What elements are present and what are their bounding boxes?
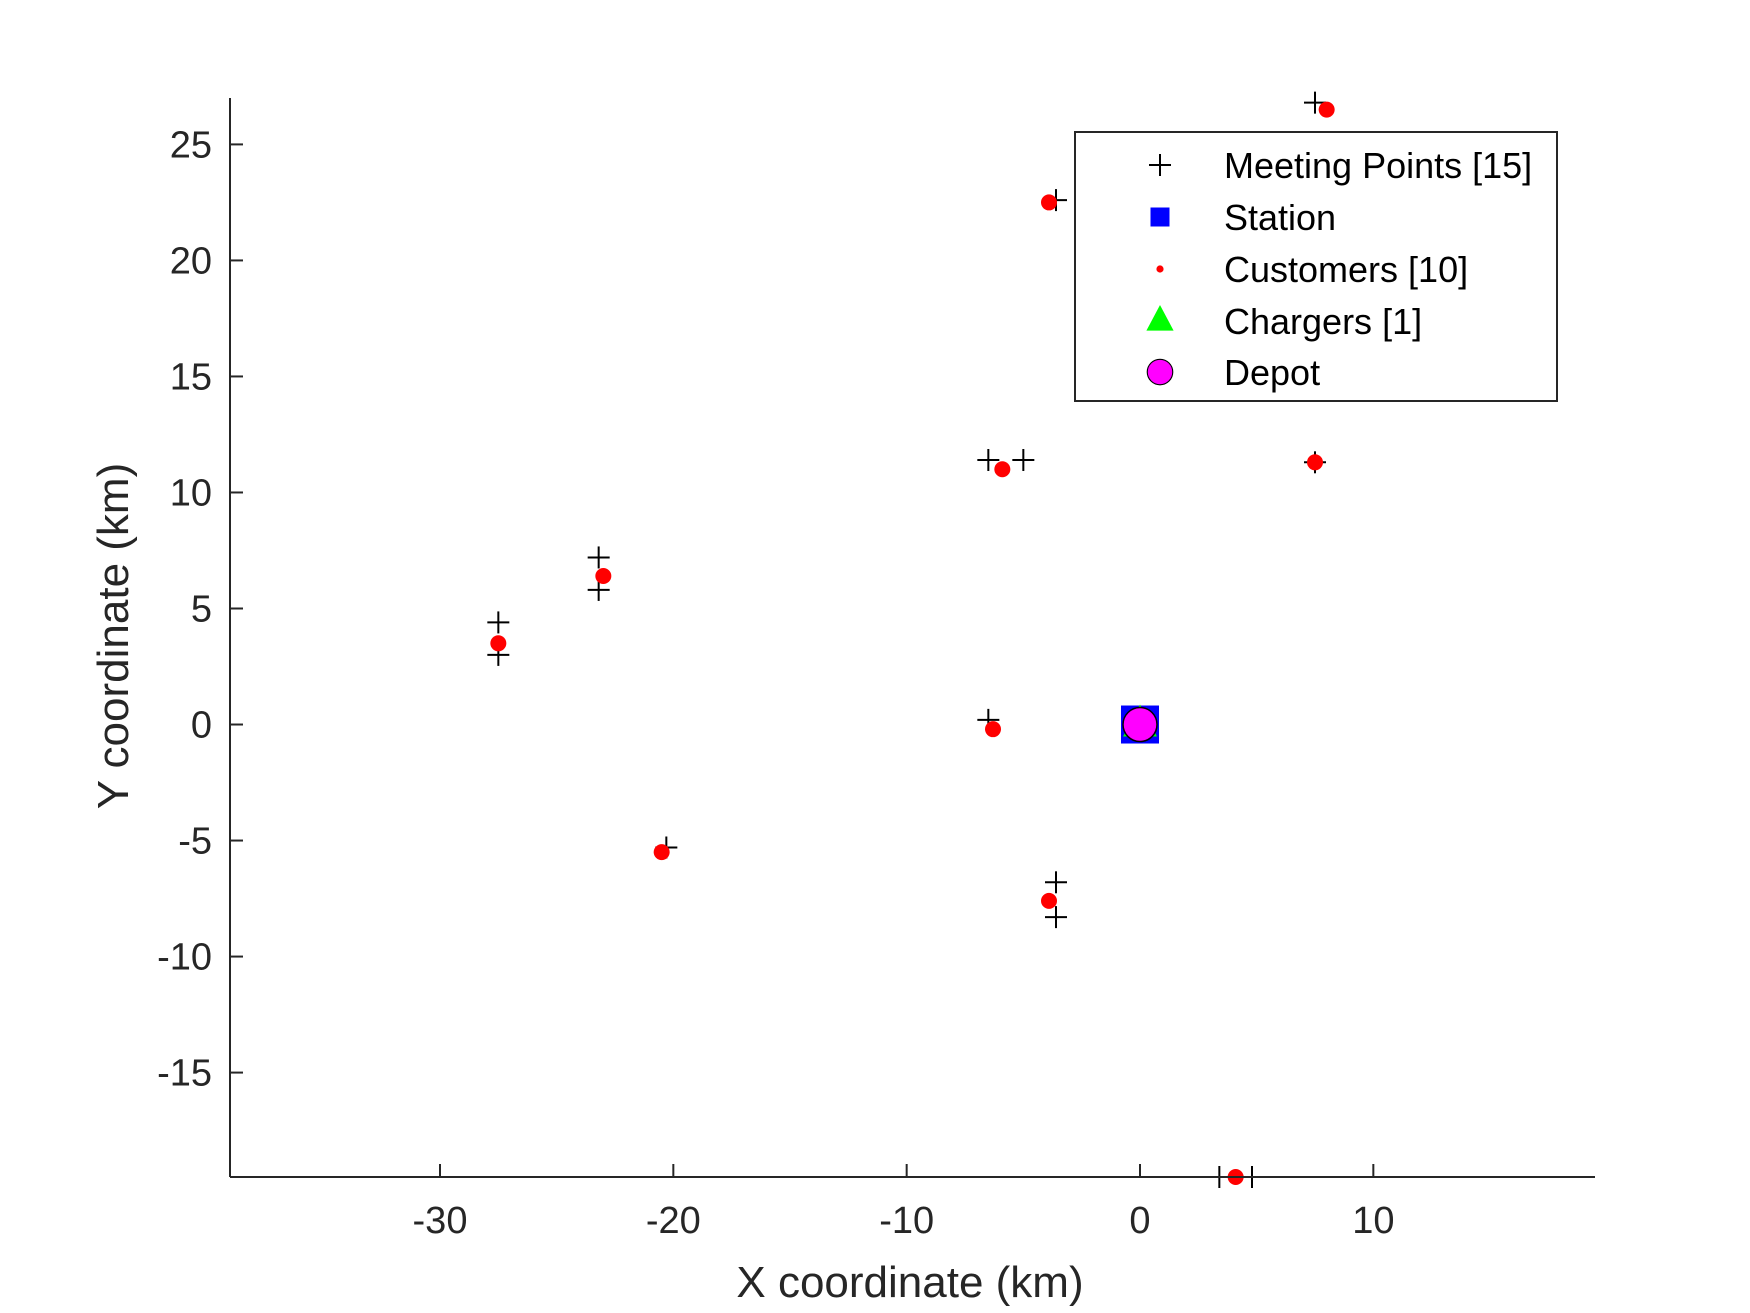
legend-marker-meeting-points	[1149, 154, 1171, 176]
legend-box	[1074, 131, 1558, 402]
legend-entry-depot: Depot	[1146, 352, 1320, 393]
y-tick-label: 15	[170, 356, 212, 398]
legend-marker	[1149, 154, 1171, 176]
legend-entry-customers: Customers [10]	[1156, 249, 1468, 290]
legend-label-chargers: Chargers [1]	[1224, 301, 1422, 342]
customer-point	[985, 721, 1001, 738]
customer-point	[1318, 101, 1335, 118]
customer-point	[1041, 892, 1057, 909]
legend-label-customers: Customers [10]	[1224, 249, 1468, 290]
meeting-point-marker	[977, 448, 1000, 471]
legend-marker	[1146, 358, 1174, 386]
meeting-point-marker	[1045, 871, 1067, 894]
x-tick-label: -30	[413, 1200, 468, 1242]
customer-point	[1041, 194, 1057, 211]
y-tick-label: 25	[170, 124, 212, 166]
customer-point	[994, 461, 1011, 478]
depot-marker	[1122, 706, 1158, 743]
legend: Meeting Points [15] Station Customers [1…	[1074, 131, 1558, 402]
axes	[229, 98, 1595, 1178]
legend-entry-meeting-points: Meeting Points [15]	[1149, 145, 1532, 186]
legend-entry-chargers: Chargers [1]	[1146, 301, 1422, 342]
y-tick-label: 10	[170, 472, 212, 514]
x-axis-label: X coordinate (km)	[736, 1258, 1083, 1307]
legend-entry-station: Station	[1150, 197, 1336, 238]
y-tick-label: 5	[191, 588, 212, 630]
legend-marker-customers	[1156, 265, 1164, 273]
customer-point	[653, 844, 670, 861]
meeting-point-marker	[587, 578, 610, 601]
x-tick-label: 10	[1352, 1200, 1394, 1242]
meeting-point-marker	[1045, 906, 1067, 929]
customer-point	[1307, 454, 1323, 471]
meeting-point-marker	[1012, 448, 1035, 471]
y-tick-label: -10	[157, 937, 212, 979]
x-tick-label: -10	[879, 1200, 934, 1242]
x-ticks: -30 -20 -10 0 10	[413, 1164, 1394, 1242]
legend-marker	[1156, 265, 1164, 273]
legend-label-depot: Depot	[1224, 352, 1320, 393]
meeting-point-marker	[487, 611, 510, 634]
customer-point	[595, 568, 612, 585]
legend-marker	[1146, 305, 1174, 331]
y-tick-label: -15	[157, 1053, 212, 1095]
legend-marker-chargers	[1146, 305, 1174, 331]
x-tick-label: 0	[1129, 1200, 1150, 1242]
meeting-point-marker	[587, 546, 610, 569]
y-tick-label: -5	[178, 821, 212, 863]
legend-marker	[1150, 207, 1170, 227]
legend-label-station: Station	[1224, 197, 1336, 238]
legend-marker-depot	[1146, 358, 1174, 386]
y-tick-label: 20	[170, 240, 212, 282]
y-ticks: -15 -10 -5 0 5 10 15 20 25	[157, 124, 243, 1095]
x-tick-label: -20	[646, 1200, 701, 1242]
meeting-point-marker	[1304, 91, 1326, 114]
legend-label-meeting-points: Meeting Points [15]	[1224, 145, 1532, 186]
legend-marker-station	[1150, 207, 1170, 227]
y-tick-label: 0	[191, 705, 212, 747]
y-axis-label: Y coordinate (km)	[89, 463, 138, 809]
plot-area: -30 -20 -10 0 10 -15 -10 -5 0 5 10 15 20 25	[157, 91, 1595, 1242]
customer-point	[490, 635, 507, 652]
data-layer	[487, 91, 1335, 1188]
